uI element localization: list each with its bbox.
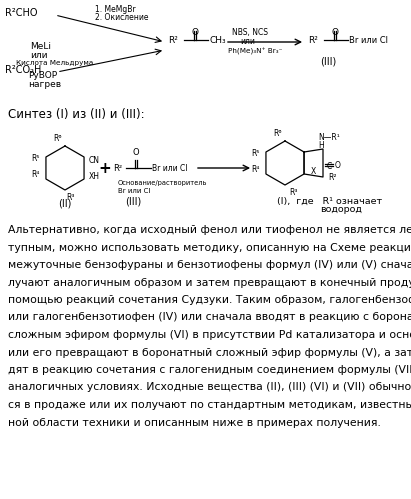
Text: H: H xyxy=(318,141,324,150)
Text: (II): (II) xyxy=(58,198,72,208)
Text: X: X xyxy=(310,167,316,176)
Text: или его превращают в боронатный сложный эфир формулы (V), а затем вво-: или его превращают в боронатный сложный … xyxy=(8,347,411,357)
Text: CH₃: CH₃ xyxy=(209,35,226,44)
Text: Основание/растворитель: Основание/растворитель xyxy=(118,180,208,186)
Text: CN: CN xyxy=(89,156,100,165)
Text: N—R¹: N—R¹ xyxy=(318,133,340,142)
Text: O: O xyxy=(335,161,341,170)
Text: O: O xyxy=(133,148,139,157)
Text: аналогичных условиях. Исходные вещества (II), (III) (VI) и (VII) обычно имеют-: аналогичных условиях. Исходные вещества … xyxy=(8,383,411,393)
Text: сложным эфиром формулы (VI) в присутствии Pd катализатора и основания,: сложным эфиром формулы (VI) в присутстви… xyxy=(8,330,411,340)
Text: R²: R² xyxy=(328,173,337,182)
Text: XH: XH xyxy=(89,172,100,181)
Text: ся в продаже или их получают по стандартным методикам, известным в дан-: ся в продаже или их получают по стандарт… xyxy=(8,400,411,410)
Text: (III): (III) xyxy=(320,56,336,66)
Text: R⁴: R⁴ xyxy=(252,165,260,174)
Text: нагрев: нагрев xyxy=(28,80,61,89)
Text: R⁵: R⁵ xyxy=(252,149,260,158)
Text: R³: R³ xyxy=(66,193,74,202)
Text: (I),  где   R¹ означает: (I), где R¹ означает xyxy=(277,197,382,206)
Text: помощью реакций сочетания Судзуки. Таким образом, галогенбензофуран: помощью реакций сочетания Судзуки. Таким… xyxy=(8,295,411,305)
Text: R²CO₂H: R²CO₂H xyxy=(5,65,42,75)
Text: R²: R² xyxy=(113,164,122,173)
Text: R⁴: R⁴ xyxy=(32,170,40,179)
Text: O: O xyxy=(192,28,199,37)
Text: C: C xyxy=(327,162,332,171)
Text: R²: R² xyxy=(168,35,178,44)
Text: O: O xyxy=(332,28,339,37)
Text: межуточные бензофураны и бензотиофены формул (IV) или (V) сначала по-: межуточные бензофураны и бензотиофены фо… xyxy=(8,260,411,270)
Text: 2. Окисление: 2. Окисление xyxy=(95,13,148,22)
Text: лучают аналогичным образом и затем превращают в конечный продукт (I) с: лучают аналогичным образом и затем превр… xyxy=(8,277,411,287)
Text: Синтез (I) из (II) и (III):: Синтез (I) из (II) и (III): xyxy=(8,108,145,121)
Text: R³: R³ xyxy=(289,188,297,197)
Text: R²: R² xyxy=(308,35,318,44)
Text: Br или Cl: Br или Cl xyxy=(118,188,150,194)
Text: или: или xyxy=(30,51,48,60)
Text: дят в реакцию сочетания с галогенидным соединением формулы (VII) при: дят в реакцию сочетания с галогенидным с… xyxy=(8,365,411,375)
Text: водород: водород xyxy=(320,205,362,214)
Text: Кислота Мельдрума: Кислота Мельдрума xyxy=(16,60,93,66)
Text: Альтернативно, когда исходный фенол или тиофенол не является легко дос-: Альтернативно, когда исходный фенол или … xyxy=(8,225,411,235)
Text: R⁶: R⁶ xyxy=(273,129,281,138)
Text: Ph(Me)₃N⁺ Br₃⁻: Ph(Me)₃N⁺ Br₃⁻ xyxy=(228,48,282,55)
Text: +: + xyxy=(99,161,111,176)
Text: Br или Cl: Br или Cl xyxy=(152,164,187,173)
Text: NBS, NCS: NBS, NCS xyxy=(232,28,268,37)
Text: или: или xyxy=(240,37,255,46)
Text: (III): (III) xyxy=(125,196,141,206)
Text: R⁶: R⁶ xyxy=(53,134,61,143)
Text: MeLi: MeLi xyxy=(30,42,51,51)
Text: R²CHO: R²CHO xyxy=(5,8,37,18)
Text: PyBOP: PyBOP xyxy=(28,71,57,80)
Text: тупным, можно использовать методику, описанную на Схеме реакций 2, про-: тупным, можно использовать методику, опи… xyxy=(8,243,411,252)
Text: R⁵: R⁵ xyxy=(32,154,40,163)
Text: или галогенбензотиофен (IV) или сначала вводят в реакцию с боронатным: или галогенбензотиофен (IV) или сначала … xyxy=(8,312,411,322)
Text: Br или Cl: Br или Cl xyxy=(349,35,388,44)
Text: ной области техники и описанным ниже в примерах получения.: ной области техники и описанным ниже в п… xyxy=(8,418,381,428)
Text: 1. MeMgBr: 1. MeMgBr xyxy=(95,5,136,14)
